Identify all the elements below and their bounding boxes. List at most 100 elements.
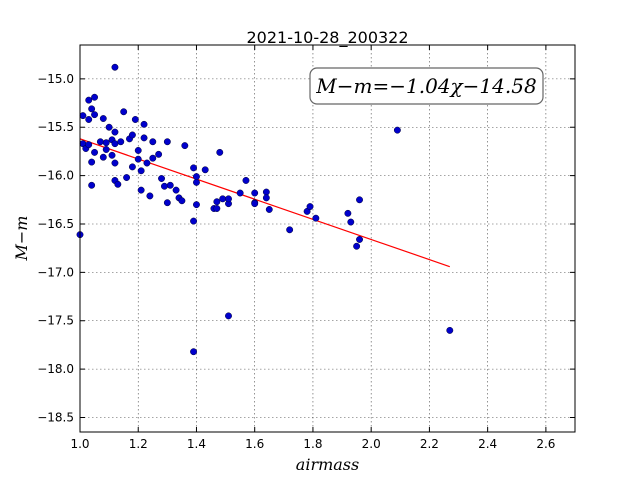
data-point (181, 142, 189, 150)
data-point (216, 148, 224, 156)
data-point (140, 120, 148, 128)
data-point (251, 189, 259, 197)
fit-equation-box: M−m=−1.04χ−14.58 (309, 67, 544, 105)
data-point (160, 182, 168, 190)
data-point (178, 197, 186, 205)
data-point (105, 123, 113, 131)
fit-line-layer (79, 138, 450, 268)
data-point (213, 198, 221, 206)
data-point (236, 189, 244, 197)
x-tick-labels: 1.0 1.2 1.4 1.6 1.8 2.0 2.2 2.4 2.6 (70, 437, 555, 451)
data-point (111, 63, 119, 71)
data-point (128, 131, 136, 139)
y-tick-label: −18.5 (37, 410, 74, 424)
x-tick-label: 2.4 (478, 437, 497, 451)
data-point (114, 180, 122, 188)
data-point (149, 138, 157, 146)
data-point (155, 150, 163, 158)
data-point (251, 200, 259, 208)
data-point (120, 108, 128, 116)
x-tick-label: 1.8 (303, 437, 322, 451)
data-point (146, 192, 154, 200)
data-point (193, 201, 200, 209)
data-point (123, 174, 131, 181)
data-point (91, 148, 99, 156)
data-point (190, 348, 198, 356)
x-tick-label: 2.2 (420, 437, 439, 451)
data-point (163, 138, 171, 146)
data-point (344, 209, 352, 217)
y-tick-label: −17.0 (37, 265, 74, 279)
data-point (190, 164, 198, 172)
data-point (193, 178, 200, 186)
y-axis-label: M−m (12, 216, 31, 262)
data-point (265, 206, 273, 213)
data-point (312, 214, 320, 222)
data-point (166, 181, 174, 189)
data-point (201, 166, 209, 174)
data-point (158, 175, 165, 182)
data-point (225, 312, 232, 320)
data-point (99, 153, 107, 161)
data-point (102, 139, 110, 147)
data-point (190, 217, 198, 225)
y-tick-label: −15.0 (37, 72, 74, 86)
x-tick-label: 2.0 (362, 437, 381, 451)
chart-title: 2021-10-28_200322 (246, 28, 408, 48)
data-point (137, 167, 145, 175)
data-point (242, 177, 250, 184)
data-point (262, 188, 270, 196)
data-point (140, 134, 148, 142)
data-point (111, 159, 119, 167)
data-point (111, 128, 119, 136)
axis-ticks (79, 45, 575, 432)
data-point (111, 140, 119, 148)
fit-equation-frame (309, 67, 544, 105)
data-point (353, 242, 361, 250)
fit-line (79, 138, 450, 268)
data-point (262, 194, 270, 202)
data-point (88, 181, 96, 189)
x-tick-label: 1.4 (187, 437, 206, 451)
y-tick-label: −16.0 (37, 169, 74, 183)
x-tick-label: 1.0 (70, 437, 89, 451)
data-point (91, 93, 99, 101)
data-point (163, 199, 171, 207)
y-tick-labels: −15.0 −15.5 −16.0 −16.5 −17.0 −17.5 −18.0 −18.5 (37, 72, 74, 425)
data-point (306, 203, 314, 211)
data-point (225, 195, 232, 203)
data-point (134, 147, 142, 154)
data-point (102, 146, 110, 153)
data-point (356, 196, 363, 204)
scatter-points (76, 63, 454, 356)
data-point (99, 115, 107, 122)
data-point (193, 173, 200, 181)
data-point (143, 159, 151, 167)
data-point (446, 326, 454, 334)
data-point (286, 226, 294, 234)
x-tick-label: 1.2 (129, 437, 148, 451)
x-tick-label: 2.6 (536, 437, 555, 451)
y-tick-label: −15.5 (37, 120, 74, 134)
data-point (172, 186, 180, 194)
data-point (131, 116, 139, 123)
data-point (219, 195, 227, 203)
data-point (85, 96, 93, 104)
data-point (356, 236, 363, 243)
data-point (137, 186, 145, 194)
fit-equation-text: M−m=−1.04χ−14.58 (315, 74, 536, 98)
data-point (88, 158, 96, 166)
y-tick-label: −16.5 (37, 217, 74, 231)
data-point (96, 138, 104, 146)
y-tick-label: −18.0 (37, 362, 74, 376)
data-point (85, 116, 93, 123)
x-axis-label: airmass (296, 455, 359, 474)
data-point (213, 205, 221, 212)
data-point (134, 155, 142, 163)
data-point (91, 111, 99, 119)
x-tick-label: 1.6 (245, 437, 264, 451)
data-point (117, 138, 125, 146)
data-point (393, 126, 401, 134)
plot-area-frame (79, 44, 576, 433)
